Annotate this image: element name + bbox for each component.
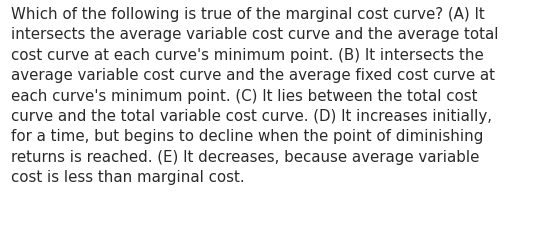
Text: Which of the following is true of the marginal cost curve? (A) It
intersects the: Which of the following is true of the ma… — [11, 7, 499, 184]
